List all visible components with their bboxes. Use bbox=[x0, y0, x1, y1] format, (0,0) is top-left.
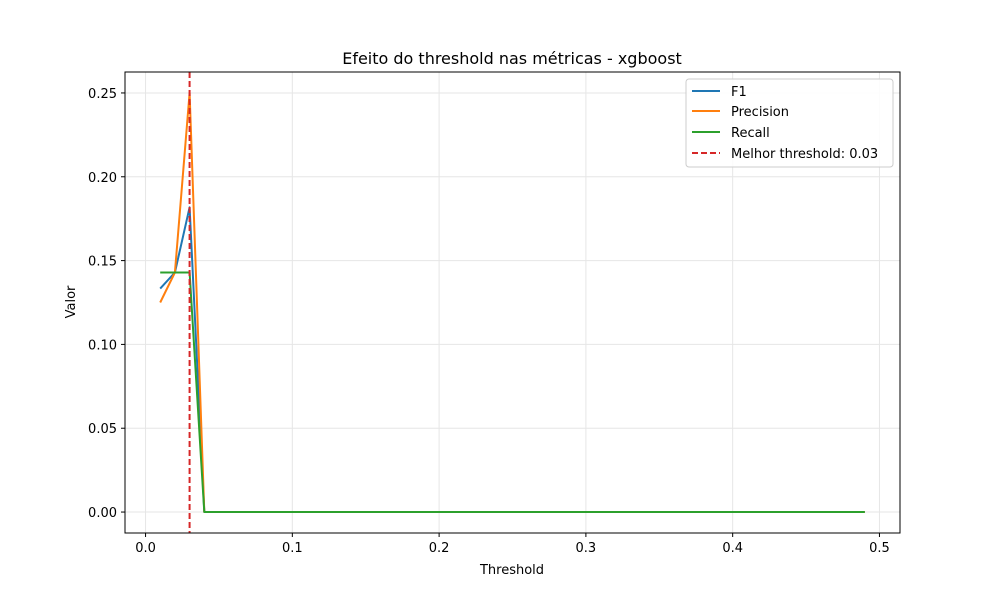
x-tick-label: 0.2 bbox=[429, 541, 450, 556]
x-tick-label: 0.4 bbox=[722, 541, 743, 556]
x-tick-label: 0.3 bbox=[576, 541, 597, 556]
chart-title: Efeito do threshold nas métricas - xgboo… bbox=[342, 49, 682, 68]
legend-label-f1: F1 bbox=[731, 85, 747, 100]
x-tick-label: 0.5 bbox=[869, 541, 890, 556]
legend: F1 Precision Recall Melhor threshold: 0.… bbox=[685, 78, 894, 168]
y-axis-label: Valor bbox=[64, 285, 79, 318]
x-tick-label: 0.1 bbox=[282, 541, 303, 556]
legend-box bbox=[685, 78, 894, 168]
x-tick-label: 0.0 bbox=[135, 541, 156, 556]
series-layer bbox=[159, 72, 865, 533]
y-tick-label: 0.15 bbox=[88, 255, 117, 270]
y-axis-ticks: 0.00 0.05 0.10 0.15 0.20 0.25 bbox=[88, 87, 125, 521]
x-axis-ticks: 0.0 0.1 0.2 0.3 0.4 0.5 bbox=[135, 533, 890, 556]
y-tick-label: 0.05 bbox=[88, 422, 117, 437]
legend-label-best-threshold: Melhor threshold: 0.03 bbox=[731, 147, 878, 162]
legend-label-precision: Precision bbox=[731, 105, 789, 120]
legend-label-recall: Recall bbox=[731, 126, 770, 141]
y-tick-label: 0.00 bbox=[88, 506, 117, 521]
x-axis-label: Threshold bbox=[479, 563, 544, 578]
y-tick-label: 0.25 bbox=[88, 87, 117, 102]
y-tick-label: 0.20 bbox=[88, 171, 117, 186]
y-tick-label: 0.10 bbox=[88, 338, 117, 353]
plot-frame bbox=[124, 71, 901, 534]
